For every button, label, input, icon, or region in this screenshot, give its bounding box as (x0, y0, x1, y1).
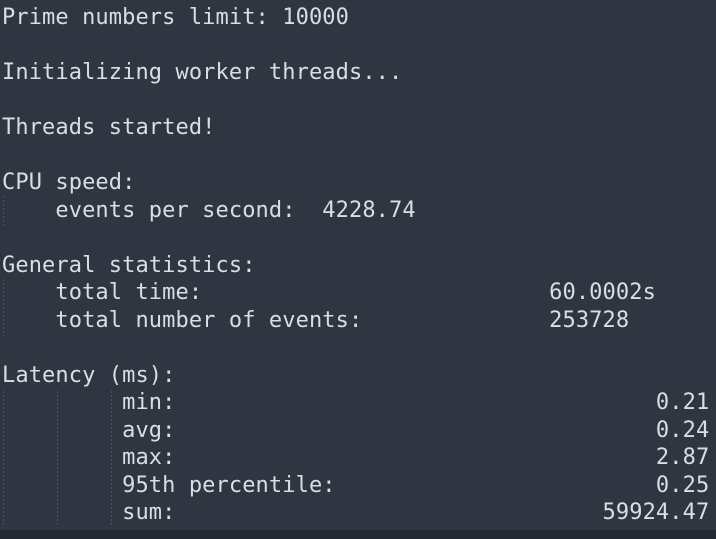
terminal-line-blank (2, 87, 716, 115)
window-bottom-edge (0, 530, 716, 539)
terminal-line-latency-header: Latency (ms): (2, 362, 176, 388)
terminal-line-total-events: total number of events: 253728 (2, 307, 630, 333)
terminal-line-prime-limit: Prime numbers limit: 10000 (2, 5, 349, 30)
terminal-line-events-per-second: events per second: 4228.74 (2, 197, 416, 223)
terminal-line-threads-started: Threads started! (2, 115, 216, 140)
terminal-line-initializing: Initializing worker threads... (2, 60, 403, 85)
terminal-line-cpu-speed-header: CPU speed: (2, 170, 136, 195)
terminal-line-latency-sum: sum: 59924.47 (2, 500, 710, 525)
terminal-line-latency-avg: avg: 0.24 (2, 417, 710, 443)
terminal-line-blank (2, 334, 716, 362)
indent-guide (111, 391, 112, 527)
terminal-line-latency-95th: 95th percentile: 0.25 (2, 472, 710, 498)
terminal-line-blank (2, 142, 716, 170)
terminal-line-total-time: total time: 60.0002s (2, 280, 656, 305)
terminal-line-blank (2, 32, 716, 60)
indent-guide (3, 391, 4, 527)
indent-guide (57, 391, 58, 527)
terminal-line-general-stats-header: General statistics: (2, 252, 256, 278)
terminal-line-latency-max: max: 2.87 (2, 445, 710, 470)
terminal-line-blank (2, 224, 716, 252)
terminal-line-latency-min: min: 0.21 (2, 390, 710, 415)
indent-guide (3, 279, 4, 336)
indent-guide (3, 196, 4, 227)
